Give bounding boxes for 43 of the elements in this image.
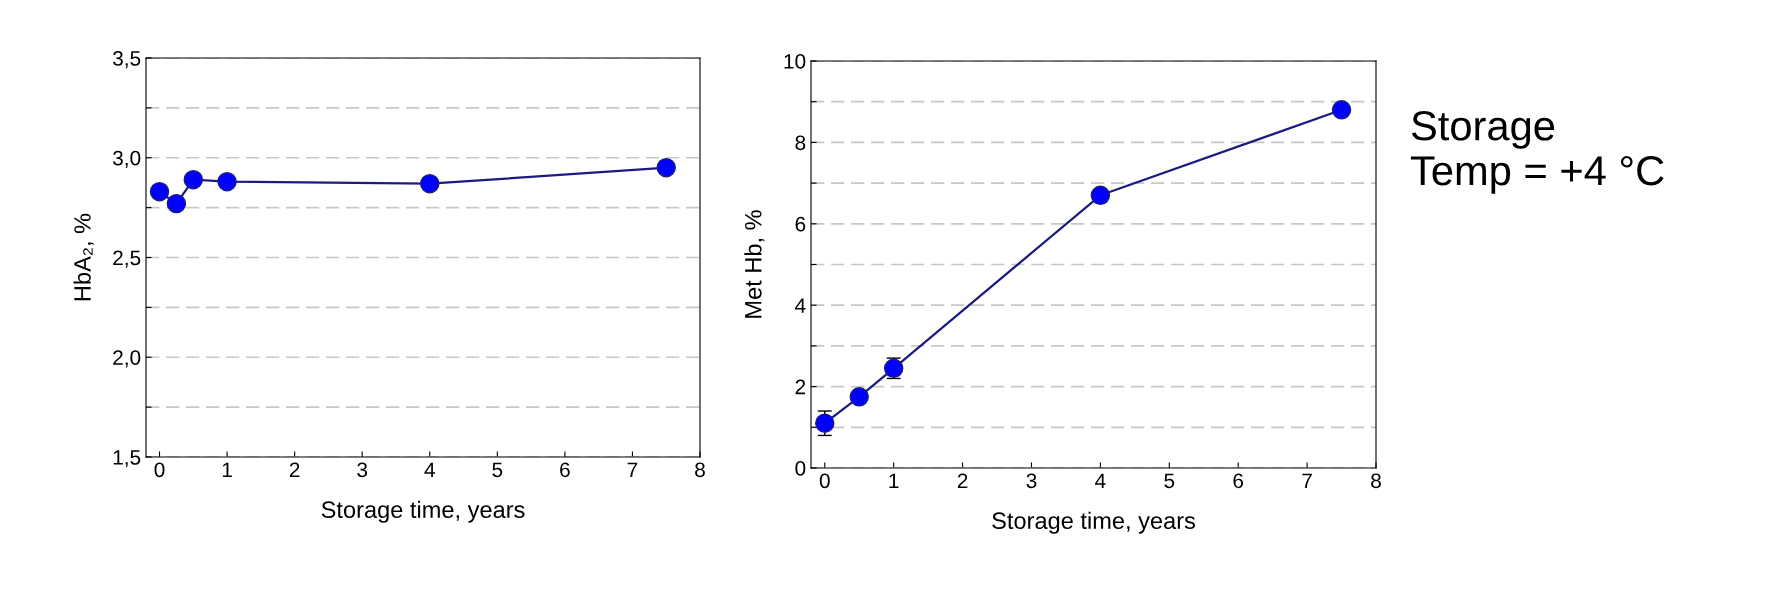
x-tick-label: 8 [695,462,705,478]
text: Storage Temp = +4 °C [1410,111,1664,194]
y-tick-label: 3,5 [112,51,141,69]
x-tick-label: 0 [154,462,165,478]
point [656,158,676,178]
point [1331,100,1352,120]
point [183,169,204,190]
y-tick-label: 6 [795,216,806,232]
point [1090,185,1111,206]
point [217,171,237,192]
y-tick-label: 10 [784,54,806,69]
x-tick-label: 7 [1302,473,1312,488]
x-tick-label: 0 [819,473,830,489]
y-tick-label: 2 [795,379,806,395]
x-tick-label: 5 [1164,473,1175,489]
point [166,193,187,214]
x-tick-label: 1 [889,473,899,488]
y-tick-label: 1,5 [113,450,141,468]
x-tick-label: 1 [222,462,232,477]
y-tick-label: 8 [795,135,806,151]
x-tick-label: 6 [560,462,570,478]
x-tick-label: 8 [1371,473,1381,489]
y-axis-title: Met Hb, % [744,210,765,318]
y-tick-label: 3,0 [112,150,141,168]
x-tick-label: 6 [1233,473,1244,489]
x-tick-label: 2 [957,473,968,488]
x-tick-label: 3 [357,462,368,478]
point [849,387,869,407]
x-axis-title: Storage time, years [321,500,525,523]
y-tick-label: 2,0 [113,350,141,368]
x-axis-title: Storage time, years [992,511,1196,534]
x-tick-label: 4 [424,462,435,477]
point [815,413,835,433]
point [149,181,170,202]
point [420,173,440,194]
y-axis-title: HbA₂, % [73,213,94,301]
x-tick-label: 3 [1026,473,1037,489]
x-tick-label: 5 [492,462,503,478]
x-tick-label: 4 [1095,473,1106,488]
y-tick-label: 2,5 [113,250,141,268]
y-tick-label: 4 [795,298,806,313]
x-tick-label: 2 [289,462,300,477]
x-tick-label: 7 [627,462,638,477]
